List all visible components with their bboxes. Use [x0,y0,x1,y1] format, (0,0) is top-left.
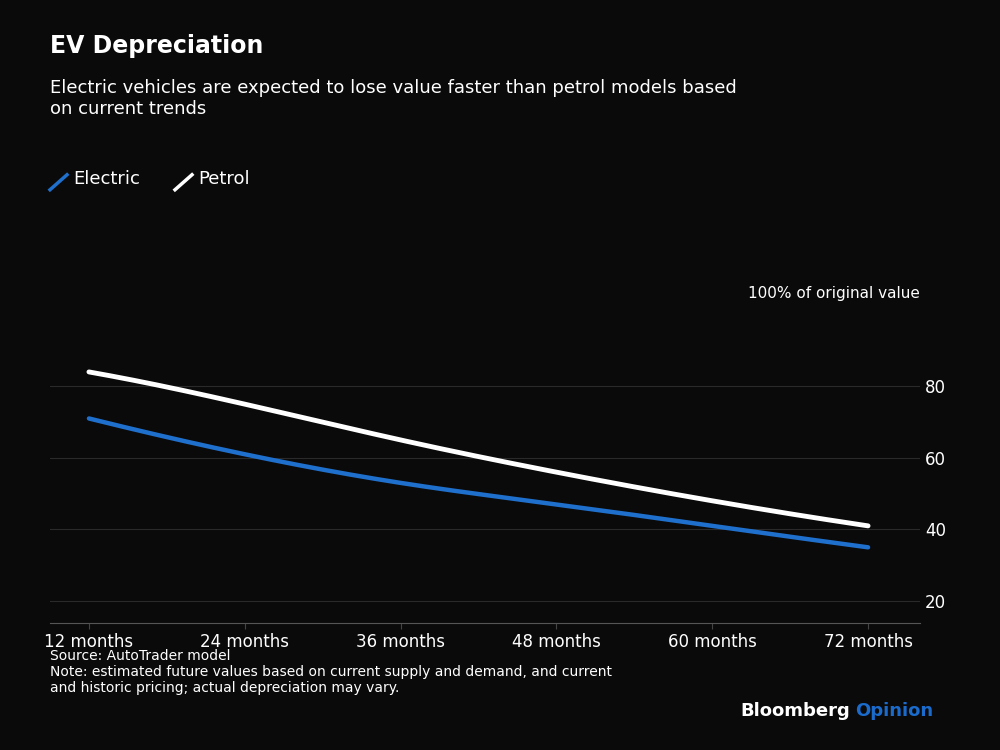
Text: Petrol: Petrol [198,170,250,188]
Text: Bloomberg: Bloomberg [740,702,850,720]
Text: 100% of original value: 100% of original value [748,286,920,302]
Text: Source: AutoTrader model
Note: estimated future values based on current supply a: Source: AutoTrader model Note: estimated… [50,649,612,695]
Text: Electric: Electric [73,170,140,188]
Text: Electric vehicles are expected to lose value faster than petrol models based
on : Electric vehicles are expected to lose v… [50,79,737,118]
Text: EV Depreciation: EV Depreciation [50,34,263,58]
Text: Opinion: Opinion [855,702,933,720]
